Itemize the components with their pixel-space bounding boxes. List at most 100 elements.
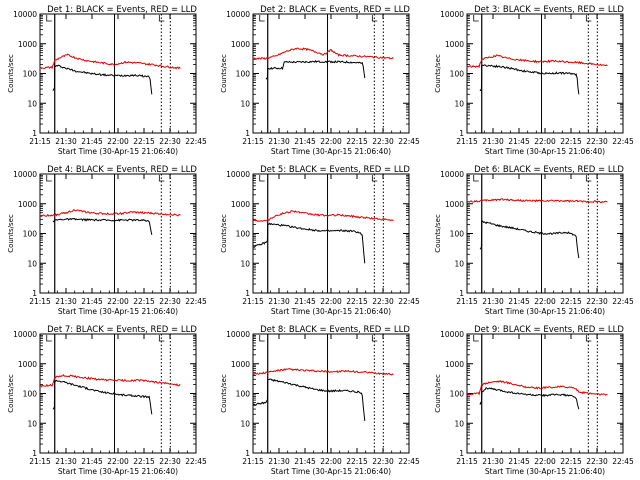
- y-tick-label: 1000: [231, 360, 250, 369]
- y-tick-label: 10000: [440, 170, 464, 179]
- y-tick-label: 1000: [18, 360, 37, 369]
- plot-frame: [39, 173, 197, 294]
- flag-bracket-icon: [46, 335, 52, 342]
- y-tick-label: 10: [27, 419, 37, 428]
- lld-series-line: [39, 53, 181, 70]
- y-tick-label: 1000: [18, 200, 37, 209]
- y-tick-label: 10000: [440, 10, 464, 19]
- lld-series-line: [466, 379, 608, 396]
- detector-panel-8: Det 8: BLACK = Events, RED = LLD 1 10 100 10…: [220, 325, 420, 476]
- events-series-line: [265, 59, 366, 80]
- x-tick-label: 22:15: [346, 137, 368, 146]
- y-tick-label: 1: [32, 289, 37, 298]
- events-series-line: [52, 64, 153, 95]
- y-axis-label: Counts/sec: [434, 374, 442, 413]
- y-tick-label: 100: [236, 230, 251, 239]
- x-tick-label: 22:00: [320, 457, 342, 466]
- x-tick-label: 21:30: [268, 297, 290, 306]
- x-tick-label: 21:45: [294, 297, 316, 306]
- detector-panel-4: Det 4: BLACK = Events, RED = LLD 1 10 100 10…: [7, 165, 207, 316]
- y-tick-label: 10: [240, 99, 250, 108]
- x-tick-label: 22:15: [560, 137, 582, 146]
- x-tick-label: 21:15: [456, 457, 478, 466]
- x-tick-label: 22:15: [346, 297, 368, 306]
- detector-panel-2: Det 2: BLACK = Events, RED = LLD 1 10 100 10…: [220, 5, 420, 156]
- events-series-line: [252, 222, 366, 264]
- x-tick-label: 22:30: [159, 137, 181, 146]
- y-tick-label: 10000: [13, 170, 37, 179]
- x-tick-label: 21:15: [242, 297, 264, 306]
- y-axis-label: Counts/sec: [220, 214, 228, 253]
- x-tick-label: 21:45: [508, 457, 530, 466]
- x-tick-label: 21:45: [81, 297, 103, 306]
- y-tick-label: 100: [236, 390, 251, 399]
- y-tick-label: 1: [32, 449, 37, 458]
- panel-title: Det 5: BLACK = Events, RED = LLD: [260, 165, 410, 175]
- detector-panel-7: Det 7: BLACK = Events, RED = LLD 1 10 100 10…: [7, 325, 207, 476]
- x-tick-label: 22:45: [185, 137, 207, 146]
- y-axis-label: Counts/sec: [434, 54, 442, 93]
- y-tick-label: 1: [459, 289, 464, 298]
- x-tick-label: 22:45: [612, 457, 634, 466]
- y-tick-label: 100: [23, 230, 38, 239]
- x-tick-label: 21:30: [55, 297, 77, 306]
- lld-series-line: [39, 373, 181, 388]
- y-tick-label: 1: [459, 449, 464, 458]
- y-axis-label: Counts/sec: [220, 374, 228, 413]
- flag-bracket-icon: [158, 175, 165, 182]
- y-tick-label: 10: [454, 419, 464, 428]
- x-axis-label: Start Time (30-Apr-15 21:06:40): [58, 467, 178, 476]
- flag-bracket-icon: [259, 335, 265, 342]
- flag-bracket-icon: [585, 175, 592, 182]
- x-tick-label: 22:30: [372, 137, 394, 146]
- y-tick-label: 10: [27, 259, 37, 268]
- flag-bracket-icon: [259, 15, 265, 22]
- x-tick-label: 22:00: [534, 457, 556, 466]
- y-tick-label: 100: [450, 70, 465, 79]
- x-tick-label: 21:45: [294, 457, 316, 466]
- x-tick-label: 22:45: [398, 457, 420, 466]
- lld-series-line: [253, 368, 394, 376]
- detector-panel-1: Det 1: BLACK = Events, RED = LLD 1 10 100 10…: [7, 5, 207, 156]
- panel-title: Det 9: BLACK = Events, RED = LLD: [474, 325, 624, 335]
- x-axis-label: Start Time (30-Apr-15 21:06:40): [485, 307, 605, 316]
- flag-bracket-icon: [371, 335, 378, 342]
- events-series-line: [52, 217, 153, 235]
- y-tick-label: 1000: [445, 200, 464, 209]
- events-series-line: [479, 220, 580, 259]
- x-tick-label: 22:15: [133, 457, 155, 466]
- flag-bracket-icon: [371, 175, 378, 182]
- x-tick-label: 21:30: [482, 137, 504, 146]
- y-tick-label: 1: [32, 129, 37, 138]
- y-tick-label: 10000: [226, 10, 250, 19]
- x-tick-label: 21:30: [55, 137, 77, 146]
- plot-frame: [466, 333, 624, 454]
- x-tick-label: 22:00: [320, 297, 342, 306]
- x-axis-label: Start Time (30-Apr-15 21:06:40): [485, 147, 605, 156]
- y-tick-label: 10000: [13, 10, 37, 19]
- plot-frame: [252, 13, 410, 134]
- flag-bracket-icon: [473, 335, 479, 342]
- x-axis-label: Start Time (30-Apr-15 21:06:40): [58, 307, 178, 316]
- x-tick-label: 21:30: [268, 137, 290, 146]
- x-tick-label: 22:15: [346, 457, 368, 466]
- y-tick-label: 100: [23, 70, 38, 79]
- x-tick-label: 21:45: [508, 137, 530, 146]
- x-tick-label: 22:30: [372, 457, 394, 466]
- y-tick-label: 1: [459, 129, 464, 138]
- panel-title: Det 7: BLACK = Events, RED = LLD: [47, 325, 197, 335]
- x-tick-label: 21:15: [29, 137, 51, 146]
- x-axis-label: Start Time (30-Apr-15 21:06:40): [271, 147, 391, 156]
- x-tick-label: 21:15: [456, 297, 478, 306]
- lld-series-line: [252, 210, 394, 222]
- detector-panel-6: Det 6: BLACK = Events, RED = LLD 1 10 100 10…: [434, 165, 634, 316]
- x-tick-label: 21:15: [242, 137, 264, 146]
- events-series-line: [479, 64, 580, 95]
- x-tick-label: 22:00: [107, 137, 129, 146]
- panel-title: Det 2: BLACK = Events, RED = LLD: [260, 5, 410, 15]
- y-tick-label: 100: [23, 390, 38, 399]
- lld-series-line: [466, 54, 608, 69]
- x-tick-label: 21:45: [81, 137, 103, 146]
- x-tick-label: 22:30: [586, 297, 608, 306]
